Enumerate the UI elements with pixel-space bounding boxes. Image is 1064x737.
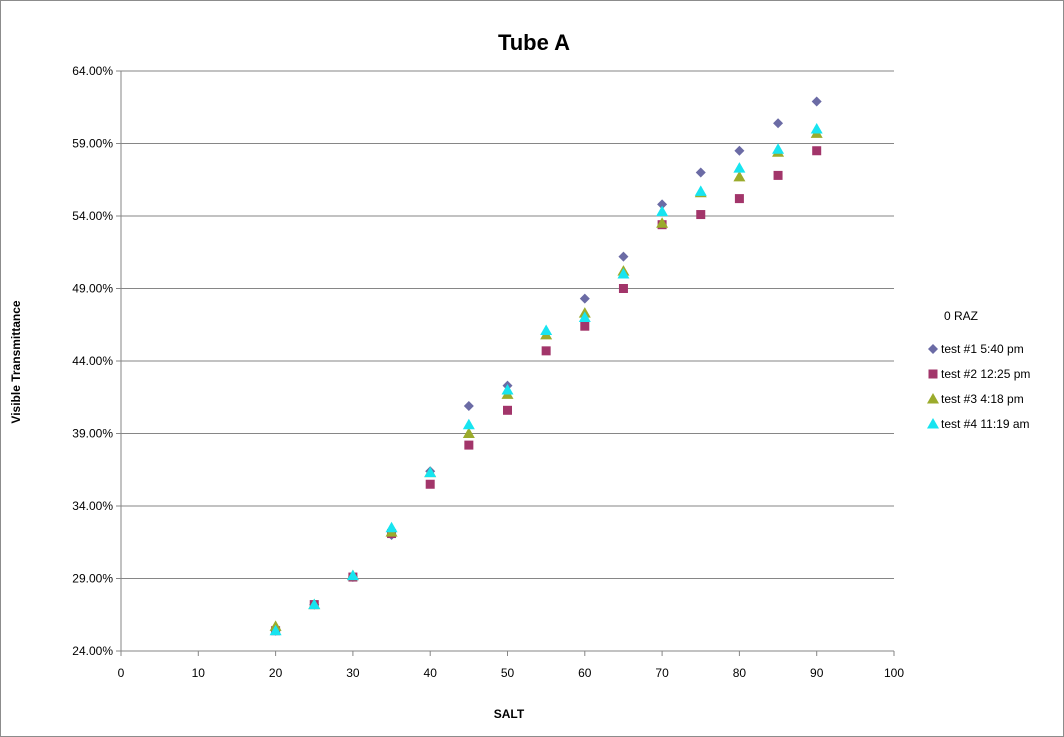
x-axis-tick-labels: 0 10 20 30 40 50 60 70 80 90 100 bbox=[118, 666, 905, 680]
data-point-series-4 bbox=[501, 384, 514, 395]
data-point-series-1 bbox=[695, 167, 706, 178]
legend-label-series-2: test #2 12:25 pm bbox=[941, 367, 1030, 381]
gridlines bbox=[121, 70, 894, 579]
y-tick-label: 59.00% bbox=[72, 137, 113, 151]
y-tick-label: 24.00% bbox=[72, 644, 113, 658]
y-axis-tick-labels: 24.00% 29.00% 34.00% 39.00% 44.00% 49.00% 54.0… bbox=[72, 64, 113, 658]
legend-marker-series-4 bbox=[927, 418, 939, 429]
x-tick-label: 0 bbox=[118, 666, 125, 680]
data-point-series-4 bbox=[772, 143, 785, 154]
data-point-series-1 bbox=[463, 400, 474, 411]
data-point-series-4 bbox=[385, 521, 398, 533]
x-tick-label: 100 bbox=[884, 666, 904, 680]
data-point-series-1 bbox=[773, 118, 784, 129]
legend-label-series-4: test #4 11:19 am bbox=[941, 417, 1030, 431]
x-tick-label: 10 bbox=[192, 666, 206, 680]
axes bbox=[116, 70, 895, 656]
data-point-series-4 bbox=[540, 324, 553, 336]
legend-marker-series-1 bbox=[928, 344, 938, 354]
data-point-series-3 bbox=[462, 427, 475, 438]
x-tick-label: 80 bbox=[733, 666, 747, 680]
x-axis-title: SALT bbox=[494, 707, 525, 721]
data-point-series-4 bbox=[462, 418, 475, 430]
data-point-series-1 bbox=[657, 199, 668, 210]
y-tick-label: 29.00% bbox=[72, 572, 113, 586]
data-point-series-1 bbox=[811, 96, 822, 107]
data-point-series-4 bbox=[733, 162, 746, 173]
x-tick-label: 40 bbox=[424, 666, 438, 680]
x-tick-label: 90 bbox=[810, 666, 824, 680]
legend-marker-series-3 bbox=[927, 393, 939, 404]
data-point-series-4 bbox=[694, 185, 707, 196]
data-point-series-2 bbox=[580, 321, 590, 331]
data-point-series-2 bbox=[812, 146, 822, 156]
data-point-series-2 bbox=[464, 440, 474, 450]
chart-title: Tube A bbox=[498, 30, 570, 55]
data-point-series-1 bbox=[579, 293, 590, 304]
data-point-series-4 bbox=[617, 268, 630, 279]
y-axis-title: Visible Transmittance bbox=[9, 300, 23, 423]
legend-title: 0 RAZ bbox=[944, 309, 978, 323]
y-tick-label: 34.00% bbox=[72, 499, 113, 513]
data-point-series-1 bbox=[734, 145, 745, 156]
data-point-series-2 bbox=[541, 346, 551, 356]
x-tick-label: 60 bbox=[578, 666, 592, 680]
legend-label-series-3: test #3 4:18 pm bbox=[941, 392, 1024, 406]
y-tick-label: 54.00% bbox=[72, 209, 113, 223]
data-point-series-4 bbox=[810, 123, 823, 134]
legend-items: test #1 5:40 pm test #2 12:25 pm test #3 4… bbox=[927, 342, 1030, 431]
data-point-series-4 bbox=[578, 311, 591, 322]
data-points bbox=[269, 96, 823, 636]
y-tick-label: 49.00% bbox=[72, 282, 113, 296]
data-point-series-2 bbox=[696, 210, 706, 220]
x-tick-label: 20 bbox=[269, 666, 283, 680]
data-point-series-4 bbox=[656, 205, 669, 217]
data-point-series-3 bbox=[733, 170, 746, 182]
data-point-series-2 bbox=[425, 479, 435, 489]
y-tick-label: 64.00% bbox=[72, 64, 113, 78]
data-point-series-2 bbox=[503, 405, 512, 415]
legend-marker-series-2 bbox=[928, 369, 938, 379]
data-point-series-2 bbox=[618, 284, 628, 293]
data-point-series-4 bbox=[308, 598, 321, 610]
legend-label-series-1: test #1 5:40 pm bbox=[941, 342, 1024, 356]
y-tick-label: 44.00% bbox=[72, 354, 113, 368]
x-tick-label: 70 bbox=[655, 666, 669, 680]
y-tick-label: 39.00% bbox=[72, 427, 113, 441]
data-point-series-2 bbox=[734, 194, 744, 204]
data-point-series-4 bbox=[346, 569, 359, 581]
data-point-series-1 bbox=[618, 251, 629, 262]
data-point-series-2 bbox=[773, 170, 783, 180]
data-point-series-4 bbox=[269, 624, 282, 636]
x-tick-label: 50 bbox=[501, 666, 515, 680]
data-point-series-3 bbox=[656, 217, 669, 228]
x-tick-label: 30 bbox=[346, 666, 360, 680]
data-point-series-4 bbox=[424, 466, 437, 478]
